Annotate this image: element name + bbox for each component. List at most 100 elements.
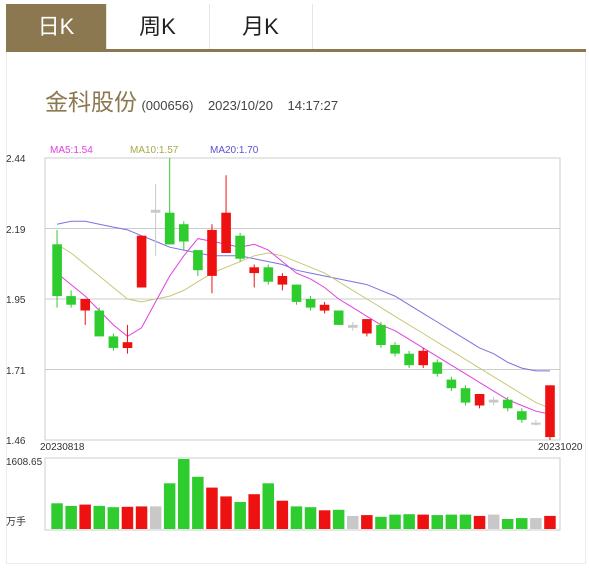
candle — [446, 376, 457, 392]
candle — [348, 322, 358, 331]
candle-body — [263, 267, 274, 282]
candle-body — [207, 229, 217, 276]
candle — [432, 359, 443, 377]
candle — [531, 419, 541, 426]
stock-header: 金科股份 (000656) 2023/10/20 14:17:27 — [45, 83, 338, 117]
candle-body — [488, 399, 499, 403]
candle-body — [122, 342, 133, 348]
legend-ma5: MA5:1.54 — [50, 145, 93, 156]
candle-body — [305, 299, 316, 308]
ma-lines — [56, 220, 551, 415]
volume-bar — [445, 514, 458, 529]
candle-body — [460, 388, 471, 403]
candle-body — [150, 209, 161, 213]
candle — [80, 299, 90, 325]
tab-week-k[interactable]: 周K — [106, 4, 210, 49]
candle — [52, 229, 62, 308]
candle — [517, 408, 527, 423]
volume-bar — [51, 503, 63, 529]
volume-bar — [473, 515, 486, 529]
candle-body — [66, 296, 76, 305]
volume-bar — [459, 514, 472, 529]
candle — [207, 224, 217, 294]
candle — [291, 284, 302, 305]
candle-body — [418, 350, 428, 366]
candle — [376, 322, 386, 348]
candle — [418, 347, 428, 369]
volume-bar — [65, 505, 77, 529]
volume-bar — [234, 502, 246, 529]
candle-body — [80, 299, 90, 311]
candle-body — [164, 212, 175, 245]
volume-bar — [149, 506, 162, 529]
candle-body — [333, 310, 344, 325]
candle — [249, 264, 259, 288]
volume-bar — [135, 506, 148, 529]
candles — [52, 158, 555, 440]
candle-body — [446, 379, 457, 389]
chart-panel — [6, 52, 586, 564]
candle — [474, 393, 485, 409]
y-tick-label: 1.71 — [6, 366, 26, 377]
volume-bar — [487, 514, 500, 529]
volume-bar — [107, 507, 120, 529]
y-tick-label: 1.46 — [6, 436, 26, 447]
candle — [263, 264, 274, 285]
candle-body — [502, 399, 513, 409]
tab-day-k[interactable]: 日K — [6, 4, 107, 49]
volume-plot-frame — [44, 457, 561, 531]
legend-ma20: MA20:1.70 — [210, 145, 259, 156]
y-tick-label: 2.44 — [6, 154, 26, 165]
candle-body — [474, 394, 485, 406]
candle-body — [221, 212, 231, 253]
volume-bar — [178, 459, 190, 529]
quote-date: 2023/10/20 — [207, 98, 274, 113]
candle-body — [235, 235, 245, 259]
candle — [277, 273, 288, 291]
volume-bar — [431, 515, 443, 529]
volume-bar — [276, 500, 289, 529]
volume-bar — [248, 494, 260, 529]
y-tick-label: 2.19 — [6, 225, 26, 236]
candle-body — [94, 310, 105, 337]
volume-max-label: 1608.65 — [6, 457, 43, 468]
volume-bar — [347, 515, 359, 529]
legend-ma10: MA10:1.57 — [130, 145, 179, 156]
candle — [221, 175, 231, 253]
tab-month-k[interactable]: 月K — [209, 4, 313, 49]
candle-body — [277, 276, 288, 285]
candle-body — [52, 244, 62, 297]
volume-bar — [304, 507, 317, 529]
candle — [66, 290, 76, 308]
candle — [362, 319, 372, 337]
candle-body — [531, 422, 541, 425]
y-tick-label: 1.95 — [6, 295, 26, 306]
candle-body — [362, 319, 372, 334]
volume-bar — [361, 515, 373, 529]
volume-bar — [417, 514, 429, 529]
candle-body — [432, 362, 443, 374]
volume-bar — [163, 483, 176, 529]
candle-body — [179, 224, 189, 242]
candle-body — [108, 336, 119, 348]
candle — [319, 301, 330, 314]
volume-bar — [93, 505, 105, 529]
volume-bar — [220, 496, 232, 529]
ma20-line — [56, 220, 550, 372]
volume-bar — [375, 516, 387, 529]
candle — [502, 396, 513, 412]
candle-body — [193, 250, 203, 271]
start-date-label: 20230818 — [40, 442, 85, 453]
volume-bar — [403, 514, 415, 529]
candle — [179, 221, 189, 251]
candle-body — [136, 235, 147, 288]
volume-bar — [192, 476, 204, 529]
candle — [193, 250, 203, 276]
stock-name: 金科股份 — [45, 89, 137, 115]
candle-body — [291, 284, 302, 302]
candle — [460, 385, 471, 406]
candle — [488, 396, 499, 406]
volume-unit-label: 万手 — [6, 515, 26, 528]
candle — [164, 158, 175, 245]
